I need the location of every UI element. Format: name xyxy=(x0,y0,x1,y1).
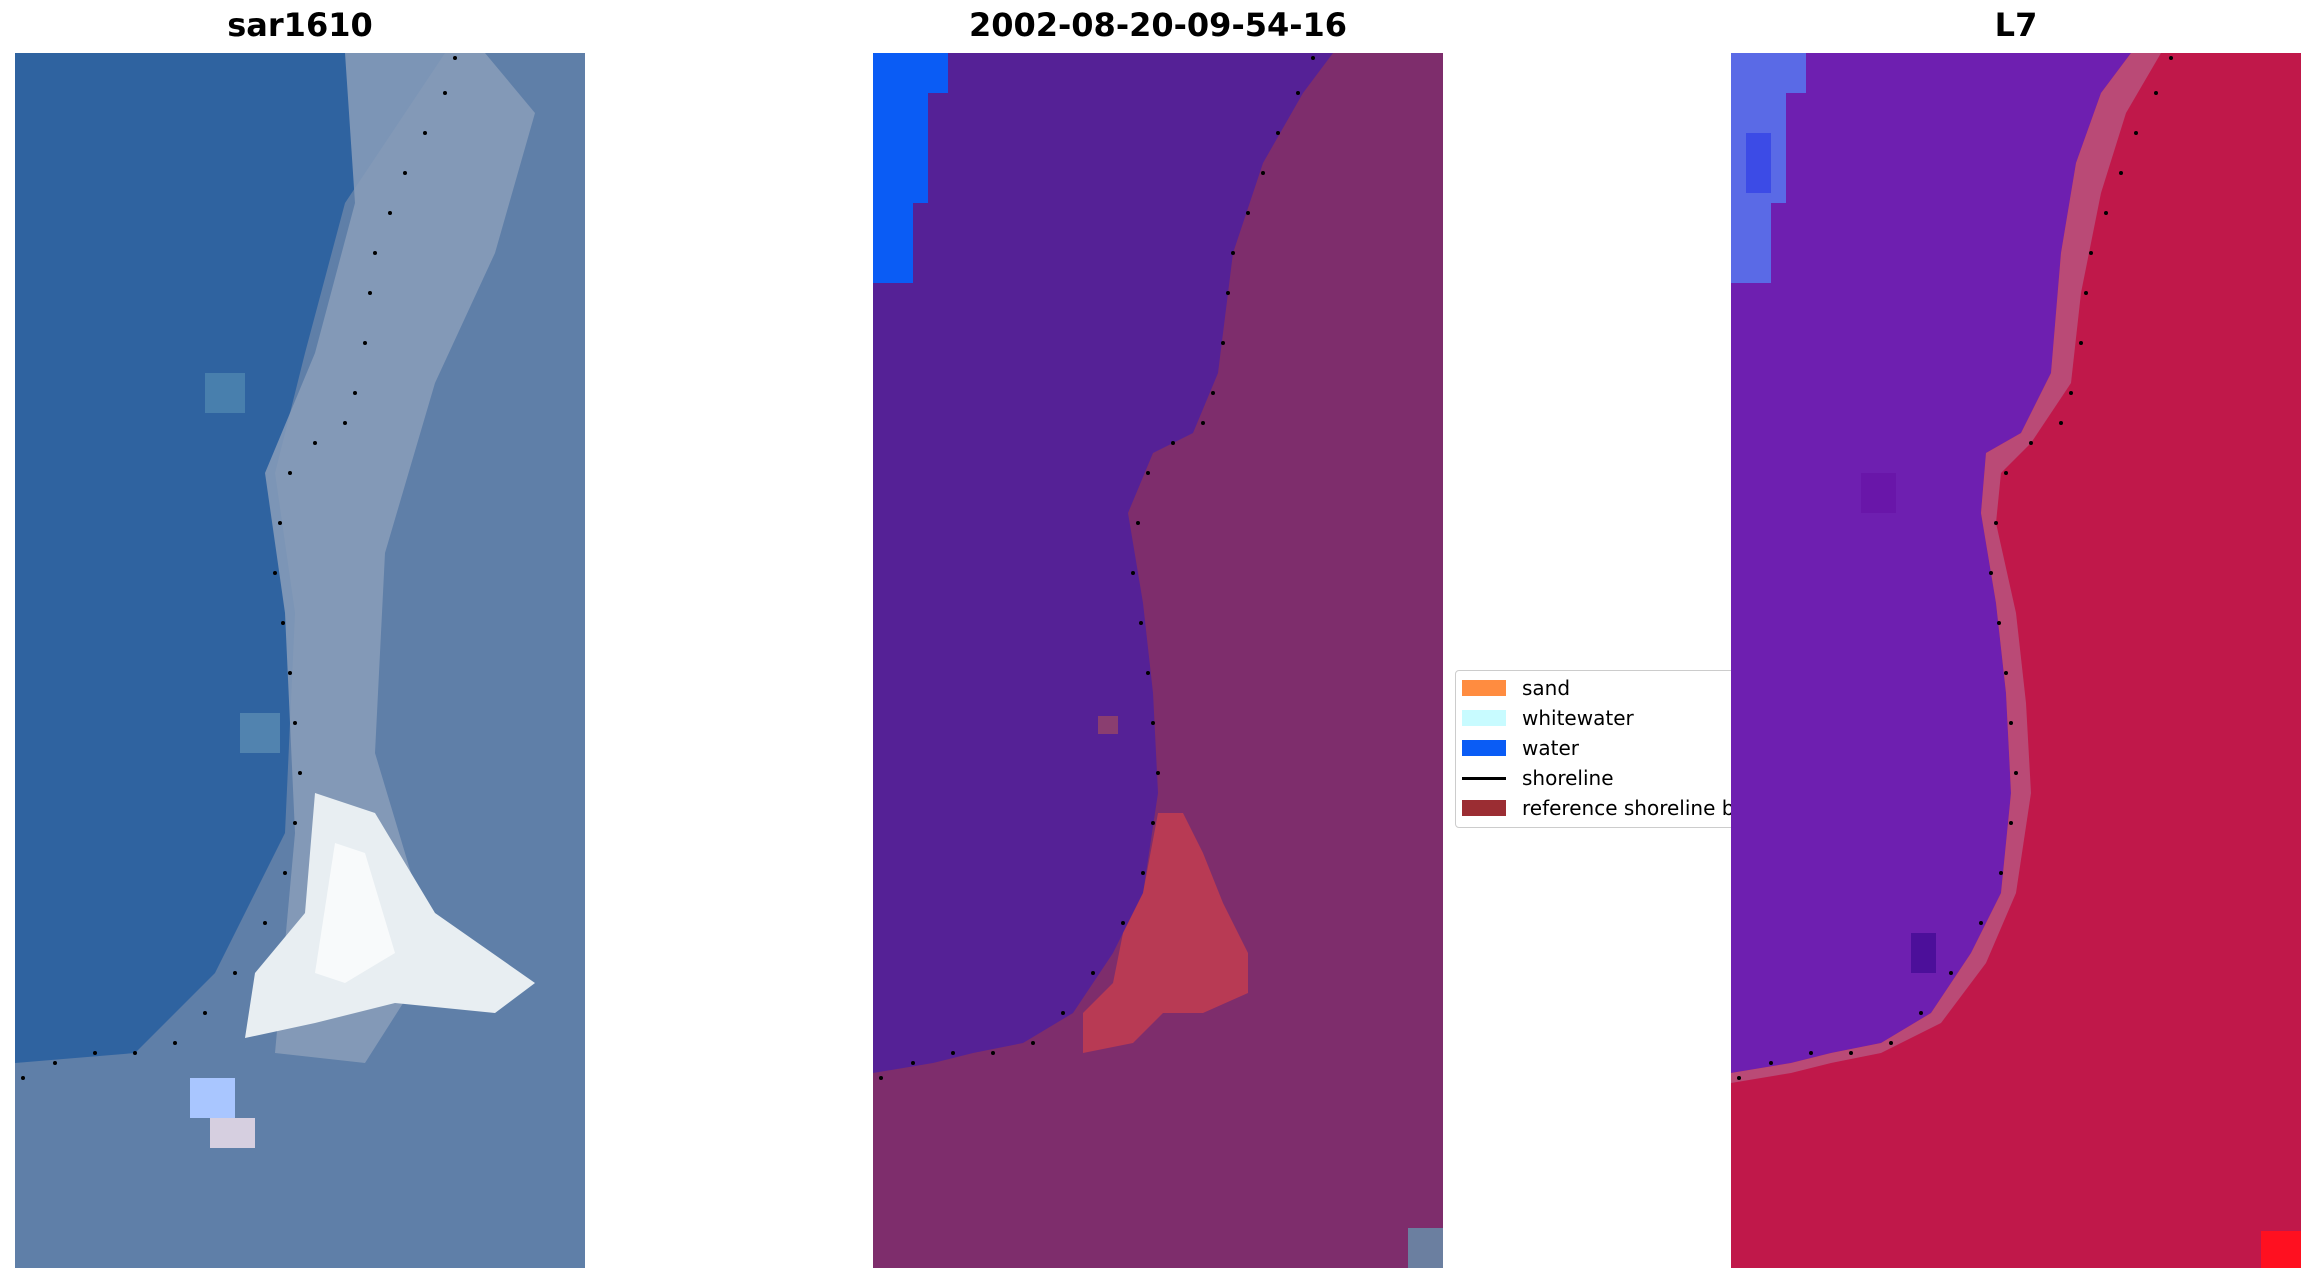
panel-title-rgb: sar1610 xyxy=(227,6,373,44)
legend-item-sand: sand xyxy=(1462,676,1570,700)
legend: sand whitewater water shoreline referenc… xyxy=(1455,670,1781,828)
classified-image-panel xyxy=(873,53,1443,1268)
ndwi-image-panel xyxy=(1731,53,2301,1268)
water-swatch xyxy=(1462,740,1506,756)
legend-label: sand xyxy=(1522,676,1571,700)
panel-title-classified: 2002-08-20-09-54-16 xyxy=(968,6,1348,44)
legend-label: whitewater xyxy=(1522,706,1634,730)
whitewater-swatch xyxy=(1462,710,1506,726)
rgb-image xyxy=(15,53,585,1268)
panel-title-ndwi: L7 xyxy=(1994,6,2038,44)
ndwi-image xyxy=(1731,53,2301,1268)
legend-item-whitewater: whitewater xyxy=(1462,706,1634,730)
legend-label: shoreline xyxy=(1522,766,1614,790)
rgb-image-panel xyxy=(15,53,585,1268)
classified-image xyxy=(873,53,1443,1268)
shoreline-swatch xyxy=(1462,776,1506,780)
sand-swatch xyxy=(1462,680,1506,696)
legend-item-water: water xyxy=(1462,736,1579,760)
legend-item-shoreline: shoreline xyxy=(1462,766,1614,790)
reference-buffer-swatch xyxy=(1462,800,1506,816)
legend-label: water xyxy=(1522,736,1579,760)
